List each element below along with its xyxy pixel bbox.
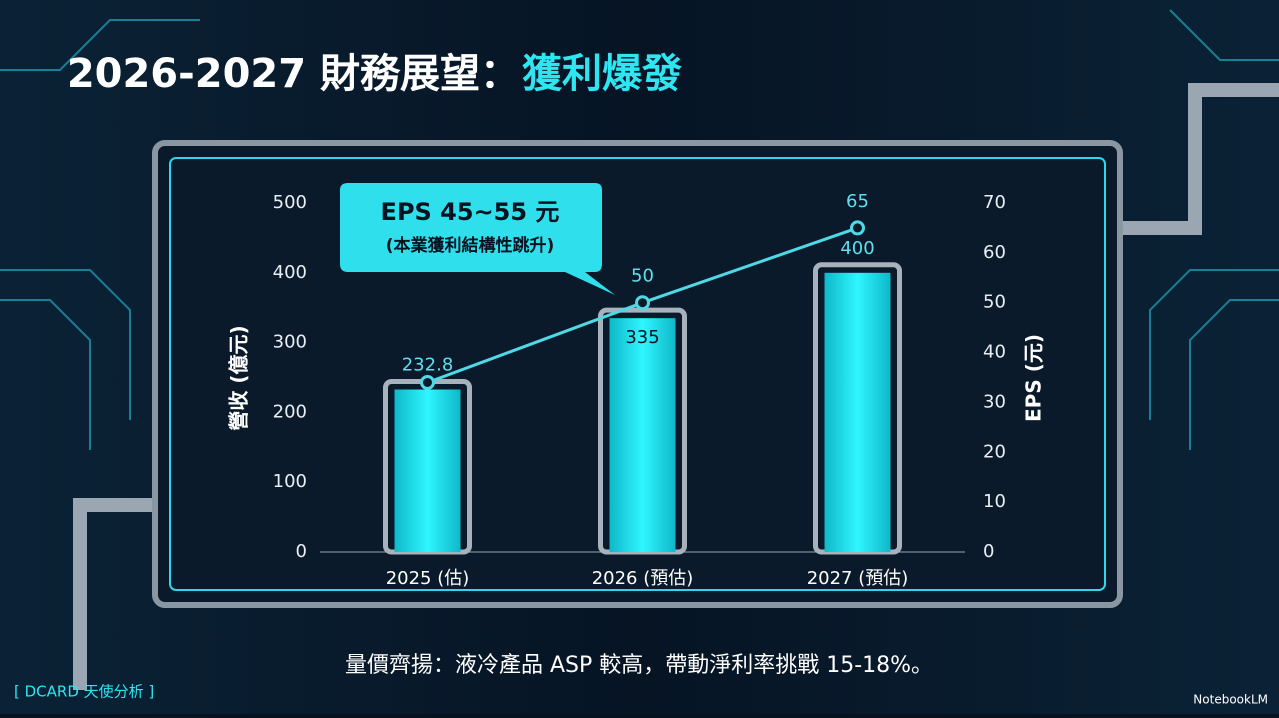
line-value-label: 65	[846, 191, 869, 212]
pipe	[1120, 83, 1279, 235]
y-tick-label: 300	[273, 332, 307, 353]
x-tick-label: 2025 (估)	[386, 568, 470, 589]
footer-note: 量價齊揚：液冷產品 ASP 較高，帶動淨利率挑戰 15-18%。	[345, 653, 933, 678]
annotation-title: EPS 45~55 元	[381, 198, 560, 226]
y-tick-label: 500	[273, 192, 307, 213]
bar	[824, 272, 891, 552]
y-tick-label: 100	[273, 471, 307, 492]
bar	[609, 318, 676, 552]
x-tick-label: 2027 (預估)	[807, 568, 909, 589]
x-tick-label: 2026 (預估)	[592, 568, 694, 589]
y2-tick-label: 50	[983, 292, 1006, 313]
y2-tick-label: 0	[983, 541, 994, 562]
annotation-subtitle: (本業獲利結構性跳升)	[386, 235, 555, 256]
y-tick-label: 400	[273, 262, 307, 283]
line-point	[635, 295, 650, 311]
y2-tick-label: 60	[983, 242, 1006, 263]
y-tick-label: 0	[296, 541, 307, 562]
y2-axis-label: EPS (元)	[1022, 334, 1046, 422]
y2-tick-label: 70	[983, 192, 1006, 213]
line-point	[420, 374, 435, 390]
chart-frame-inner	[169, 157, 1106, 591]
bar-value-label: 400	[840, 238, 874, 259]
bar-value-label: 232.8	[402, 355, 454, 376]
y2-tick-label: 20	[983, 441, 1006, 462]
y2-tick-label: 40	[983, 342, 1006, 363]
y-tick-label: 200	[273, 401, 307, 422]
title-highlight: 獲利爆發	[522, 51, 682, 97]
source: [ DCARD 天使分析 ]	[14, 683, 154, 701]
brand: NotebookLM	[1193, 693, 1268, 707]
annotation: EPS 45~55 元 (本業獲利結構性跳升)	[340, 183, 615, 295]
line-value-label: 50	[631, 266, 654, 287]
y-axis-label: 營收 (億元)	[227, 325, 251, 430]
y2-tick-label: 30	[983, 391, 1006, 412]
y2-tick-label: 10	[983, 491, 1006, 512]
annotation-bubble	[340, 183, 615, 295]
bar-value-label: 335	[625, 327, 659, 348]
bar	[394, 389, 461, 552]
pipe	[73, 498, 155, 690]
line-point	[850, 220, 865, 236]
circuit-decor	[0, 9, 1279, 450]
title: 2026-2027 財務展望：	[67, 51, 520, 97]
